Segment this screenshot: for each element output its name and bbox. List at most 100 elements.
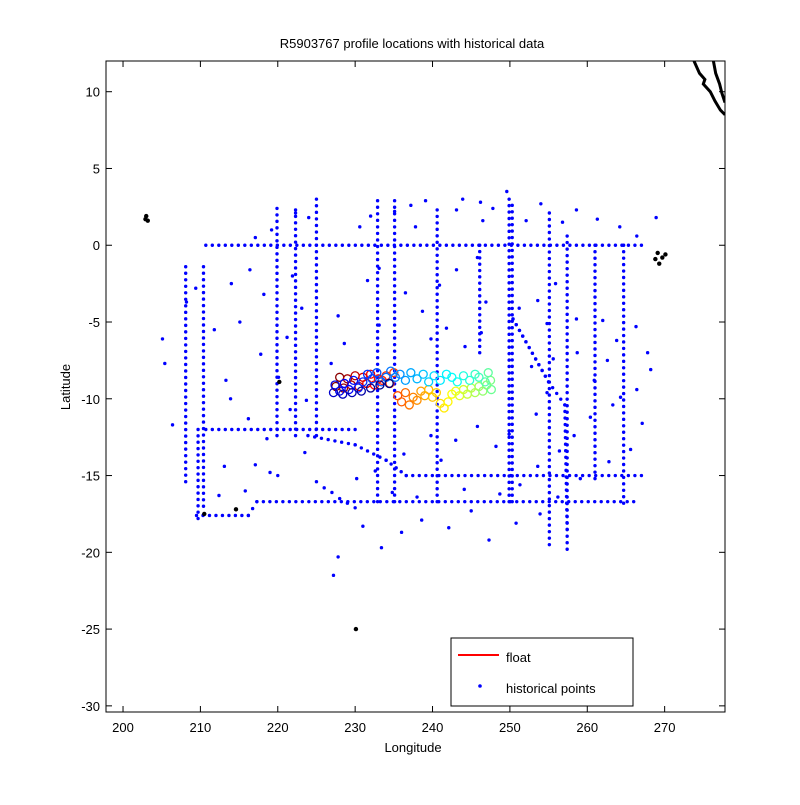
historical-point	[183, 447, 188, 451]
historical-point	[392, 225, 397, 229]
historical-point	[510, 429, 514, 433]
historical-point	[507, 422, 511, 427]
historical-point	[183, 362, 188, 367]
historical-point	[375, 454, 380, 458]
historical-point	[293, 395, 298, 399]
float-point	[347, 387, 357, 398]
historical-point	[547, 503, 552, 508]
historical-point	[314, 263, 319, 267]
coastline	[711, 61, 725, 103]
historical-point	[194, 286, 198, 290]
historical-point	[293, 382, 298, 386]
historical-point	[340, 243, 345, 247]
historical-point	[183, 356, 188, 360]
historical-point	[330, 490, 334, 495]
historical-point	[547, 347, 552, 352]
historical-point	[378, 499, 383, 504]
historical-point	[435, 227, 439, 232]
historical-point	[626, 243, 631, 247]
historical-point	[320, 499, 324, 504]
historical-point	[201, 303, 206, 308]
historical-point	[593, 301, 597, 306]
historical-point	[547, 315, 552, 319]
historical-point	[507, 300, 511, 304]
historical-point	[482, 473, 487, 478]
historical-point	[520, 334, 525, 338]
historical-point	[628, 447, 633, 452]
historical-point	[275, 427, 279, 431]
historical-point	[327, 427, 331, 432]
historical-point	[507, 416, 511, 420]
historical-point	[481, 218, 485, 223]
historical-point	[201, 504, 206, 508]
historical-point	[593, 288, 597, 293]
historical-point	[183, 388, 188, 393]
historical-point	[547, 406, 552, 410]
historical-point	[398, 499, 402, 504]
historical-point	[293, 401, 298, 406]
historical-point	[287, 499, 292, 504]
historical-point	[368, 214, 373, 218]
historical-point	[404, 499, 409, 504]
historical-point	[450, 499, 454, 504]
historical-point	[430, 473, 435, 478]
historical-point	[528, 499, 532, 504]
historical-point	[593, 366, 597, 371]
historical-point	[435, 467, 439, 471]
historical-point	[621, 320, 626, 325]
historical-point	[621, 340, 626, 344]
historical-point	[565, 234, 569, 238]
historical-point	[375, 244, 380, 249]
historical-point	[293, 330, 298, 335]
historical-point	[490, 243, 494, 247]
historical-point	[375, 336, 380, 340]
historical-point	[183, 466, 188, 471]
historical-point	[593, 340, 597, 345]
historical-point	[392, 467, 397, 471]
historical-point	[621, 282, 626, 286]
float-point	[348, 375, 359, 386]
historical-point	[621, 501, 626, 505]
historical-point	[375, 499, 380, 504]
historical-point	[293, 234, 298, 238]
historical-point	[510, 409, 514, 414]
historical-point	[212, 327, 217, 332]
historical-point	[375, 408, 380, 412]
historical-point	[593, 250, 597, 254]
y-tick-label: -10	[81, 392, 100, 407]
historical-point	[275, 343, 279, 347]
historical-point	[517, 306, 521, 310]
historical-point	[223, 427, 227, 432]
historical-point	[293, 343, 298, 348]
float-point	[480, 377, 490, 387]
historical-point	[541, 473, 546, 478]
historical-point	[333, 499, 337, 504]
historical-point	[275, 206, 279, 211]
historical-point	[510, 210, 514, 214]
historical-point	[478, 268, 482, 273]
historical-point	[423, 199, 428, 203]
historical-point	[268, 470, 272, 475]
historical-point	[275, 284, 279, 289]
historical-point	[478, 262, 482, 266]
historical-point	[547, 230, 552, 235]
historical-point	[547, 282, 552, 287]
historical-point	[353, 427, 357, 432]
historical-point	[631, 499, 636, 504]
historical-point	[275, 433, 279, 438]
historical-point	[555, 391, 559, 396]
historical-point	[425, 243, 429, 247]
historical-point	[375, 467, 380, 471]
historical-point	[547, 367, 552, 371]
historical-point	[547, 497, 552, 501]
historical-point	[568, 243, 572, 247]
x-tick-label: 240	[422, 720, 444, 735]
historical-point	[201, 284, 206, 288]
historical-point	[236, 243, 241, 247]
float-point	[344, 384, 354, 395]
historical-point	[326, 437, 330, 442]
historical-point	[314, 407, 319, 412]
historical-point	[464, 243, 468, 247]
historical-point	[547, 302, 552, 306]
